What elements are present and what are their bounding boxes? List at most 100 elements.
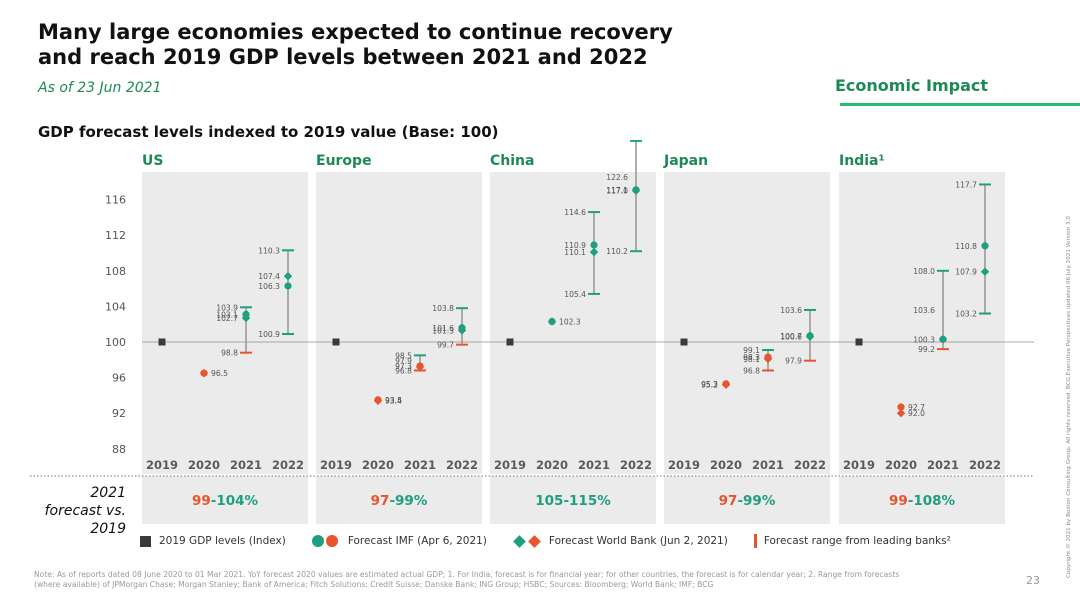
data-label: 97.3 <box>395 362 412 371</box>
legend-imf-label: Forecast IMF (Apr 6, 2021) <box>347 535 487 547</box>
x-tick-label: 2021 <box>752 458 784 472</box>
legend-square-icon <box>140 535 151 547</box>
data-label: 99.1 <box>743 346 760 355</box>
data-label: 100.6 <box>780 333 802 342</box>
x-tick-label: 2020 <box>188 458 220 472</box>
x-tick-label: 2022 <box>272 458 304 472</box>
as-of-date: As of 23 Jun 2021 <box>38 80 162 96</box>
data-label: 99.2 <box>918 345 935 354</box>
data-label: 102.3 <box>559 318 581 327</box>
y-tick-label: 104 <box>105 300 126 313</box>
data-label: 98.1 <box>743 355 760 364</box>
x-tick-label: 2020 <box>710 458 742 472</box>
legend-green-dot-icon <box>311 535 324 547</box>
data-label: 99.7 <box>437 341 454 350</box>
chart-body: 88 92 96 100 104 108 112 116 US 2019 2020 2021 2022 9… <box>30 140 1034 524</box>
summary-low: 99 <box>889 493 908 509</box>
x-tick-label: 2021 <box>578 458 610 472</box>
wb-marker <box>415 362 425 372</box>
x-tick-label: 2022 <box>969 458 1001 472</box>
forecast-row-label: 2021 forecast vs. 2019 <box>44 485 126 537</box>
y-tick-label: 96 <box>112 372 126 385</box>
data-label: 103.1 <box>216 310 238 319</box>
panel-japan: Japan 2019 2020 2021 2022 97-99% <box>663 153 826 509</box>
wb-marker <box>721 380 731 389</box>
legend-item-wb: Forecast World Bank (Jun 2, 2021) <box>513 534 728 548</box>
panel-background <box>490 172 656 474</box>
y-tick-label: 100 <box>105 336 126 349</box>
data-label: 103.6 <box>780 306 802 315</box>
data-label: 110.8 <box>955 242 977 251</box>
x-tick-label: 2019 <box>843 458 875 472</box>
forecast-summary: 99-104% <box>192 493 259 509</box>
x-tick-label: 2020 <box>885 458 917 472</box>
y-tick-label: 116 <box>105 194 126 207</box>
summary-low: 105 <box>535 493 563 509</box>
imf-marker <box>590 241 598 249</box>
panel-title: Japan <box>663 153 708 169</box>
summary-background <box>664 476 830 524</box>
panel-title: China <box>490 153 534 169</box>
data-label: 117.0 <box>606 187 628 196</box>
summary-background <box>490 476 656 524</box>
data-label: 101.3 <box>432 326 454 335</box>
page-title: Many large economies expected to continu… <box>38 20 673 69</box>
forecast-summary: 99-108% <box>889 493 956 509</box>
x-tick-label: 2019 <box>494 458 526 472</box>
y-tick-label: 108 <box>105 265 126 278</box>
data-label: 106.3 <box>258 282 280 291</box>
panel-title: India¹ <box>839 153 885 169</box>
data-label: 97.9 <box>395 357 412 366</box>
data-label: 107.4 <box>258 272 280 281</box>
data-label: 96.8 <box>395 366 412 375</box>
forecast-summary: 97-99% <box>719 493 776 509</box>
data-label: 98.5 <box>395 351 412 360</box>
data-label: 96.8 <box>743 366 760 375</box>
wb-marker <box>457 326 467 335</box>
forecast-summary: 105-115% <box>535 493 611 509</box>
wb-marker <box>241 313 251 323</box>
panel-china: China 2019 2020 2021 2022 105-115% <box>490 140 652 509</box>
x-tick-label: 2020 <box>362 458 394 472</box>
panel-background <box>664 172 830 474</box>
legend-green-diamond-icon <box>513 534 526 548</box>
panel-india: India¹ 2019 2020 2021 2022 99-108% <box>839 153 1001 509</box>
summary-background <box>839 476 1005 524</box>
data-label: 117.7 <box>955 180 977 189</box>
legend-wb-label: Forecast World Bank (Jun 2, 2021) <box>548 535 728 547</box>
data-label: 92.0 <box>908 409 925 418</box>
summary-high: -104% <box>211 493 259 509</box>
data-label: 97.9 <box>785 357 802 366</box>
summary-high: -99% <box>737 493 775 509</box>
legend: 2019 GDP levels (Index) Forecast IMF (Ap… <box>140 534 977 548</box>
panel-background <box>142 172 308 474</box>
data-label: 122.6 <box>606 173 628 182</box>
gdp-forecast-chart: 88 92 96 100 104 108 112 116 US 2019 2020 2021 2022 9… <box>30 140 1034 524</box>
data-label: 117.1 <box>606 186 628 195</box>
page-number: 23 <box>1026 574 1040 587</box>
x-tick-label: 2020 <box>536 458 568 472</box>
summary-high: -115% <box>563 493 611 509</box>
data-label: 92.7 <box>908 403 925 412</box>
data-label: 93.4 <box>385 397 402 406</box>
data-label: 103.2 <box>955 310 977 319</box>
forecast-summary: 97-99% <box>371 493 428 509</box>
x-tick-label: 2019 <box>668 458 700 472</box>
base-2019-marker <box>506 338 514 346</box>
panel-title: Europe <box>316 153 372 169</box>
x-tick-label: 2022 <box>446 458 478 472</box>
panel-europe: Europe 2019 2020 2021 2022 97-99% <box>316 153 478 509</box>
base-2019-marker <box>680 338 688 346</box>
summary-low: 97 <box>371 493 390 509</box>
summary-low: 99 <box>192 493 211 509</box>
data-label: 95.2 <box>701 381 718 390</box>
data-label: 95.3 <box>701 380 718 389</box>
data-label: 96.5 <box>211 369 228 378</box>
legend-banks-label: Forecast range from leading banks² <box>763 535 951 547</box>
y-tick-label: 92 <box>112 407 126 420</box>
data-label: 114.6 <box>564 208 586 217</box>
section-tag-underline <box>840 103 1080 106</box>
base-2019-marker <box>855 338 863 346</box>
chart-subtitle: GDP forecast levels indexed to 2019 valu… <box>38 123 499 141</box>
wb-marker <box>896 409 906 418</box>
